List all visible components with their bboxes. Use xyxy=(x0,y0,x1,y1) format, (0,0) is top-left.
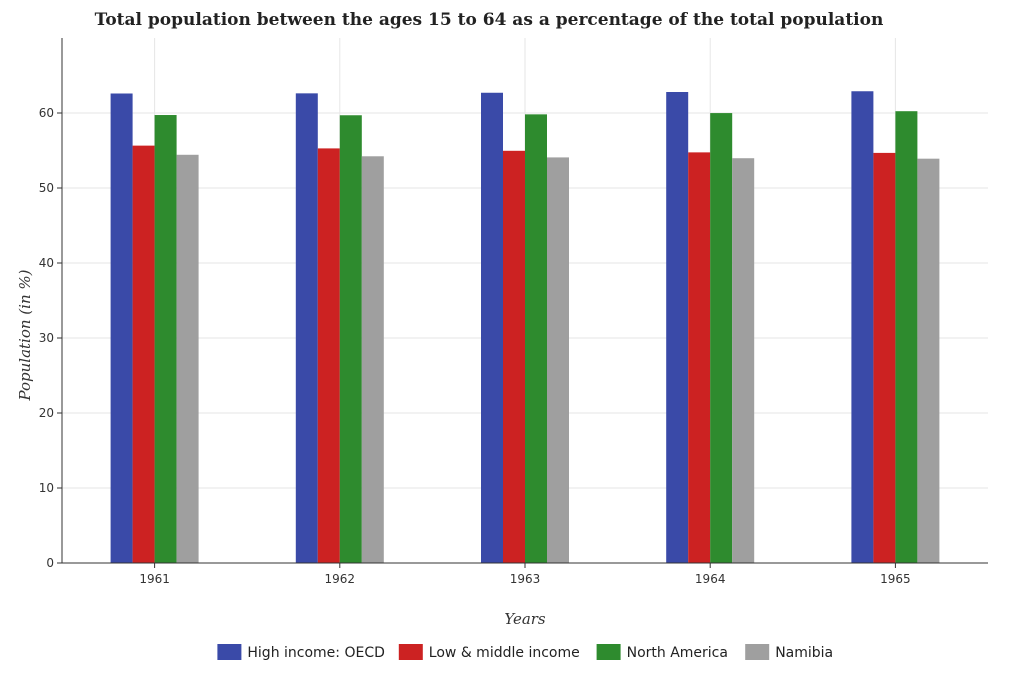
chart-title: Total population between the ages 15 to … xyxy=(95,10,884,30)
x-tick-label: 1965 xyxy=(880,572,911,586)
y-axis-label: Population (in %) xyxy=(16,269,34,401)
x-tick-label: 1962 xyxy=(325,572,356,586)
y-tick-label: 30 xyxy=(39,331,54,345)
y-tick-label: 40 xyxy=(39,256,54,270)
bar-north-america-1961 xyxy=(154,115,177,564)
legend-swatch xyxy=(596,644,621,660)
legend-swatch xyxy=(217,644,242,660)
legend-label: High income: OECD xyxy=(247,645,385,661)
y-tick-label: 60 xyxy=(39,106,54,120)
x-tick-label: 1963 xyxy=(510,572,541,586)
bar-north-america-1962 xyxy=(339,115,362,563)
bar-namibia-1962 xyxy=(361,156,384,563)
bars xyxy=(110,91,940,564)
y-tick-label: 10 xyxy=(39,481,54,495)
x-tick-label: 1961 xyxy=(139,572,170,586)
bar-low-middle-income-1963 xyxy=(503,150,525,564)
bar-high-income-oecd-1961 xyxy=(110,93,133,563)
bar-high-income-oecd-1962 xyxy=(295,93,318,563)
bar-low-middle-income-1965 xyxy=(873,152,896,563)
bar-north-america-1963 xyxy=(525,114,547,563)
bar-namibia-1963 xyxy=(547,157,569,563)
bar-north-america-1964 xyxy=(710,113,733,563)
bar-namibia-1965 xyxy=(917,158,940,564)
bar-namibia-1961 xyxy=(176,154,199,563)
legend-swatch xyxy=(398,644,423,660)
bar-high-income-oecd-1963 xyxy=(481,92,503,563)
legend-label: North America xyxy=(627,645,728,661)
legend: High income: OECD Low & middle income Nort… xyxy=(217,644,833,661)
bar-high-income-oecd-1965 xyxy=(851,91,874,563)
legend-label: Namibia xyxy=(775,645,833,661)
bar-low-middle-income-1962 xyxy=(317,148,340,563)
bar-low-middle-income-1964 xyxy=(688,152,711,563)
x-axis-label: Years xyxy=(504,610,546,628)
y-tick-label: 0 xyxy=(46,556,54,570)
legend-swatch xyxy=(745,644,770,660)
x-tick-label: 1964 xyxy=(695,572,726,586)
y-tick-label: 20 xyxy=(39,406,54,420)
bar-low-middle-income-1961 xyxy=(132,145,155,563)
y-tick-label: 50 xyxy=(39,181,54,195)
bar-north-america-1965 xyxy=(895,111,918,563)
bar-namibia-1964 xyxy=(732,158,755,563)
legend-label: Low & middle income xyxy=(429,645,580,661)
axes: 0 10 20 30 40 50 60 1961 1962 1963 1964 1965 xyxy=(39,38,988,586)
bar-high-income-oecd-1964 xyxy=(666,92,689,563)
